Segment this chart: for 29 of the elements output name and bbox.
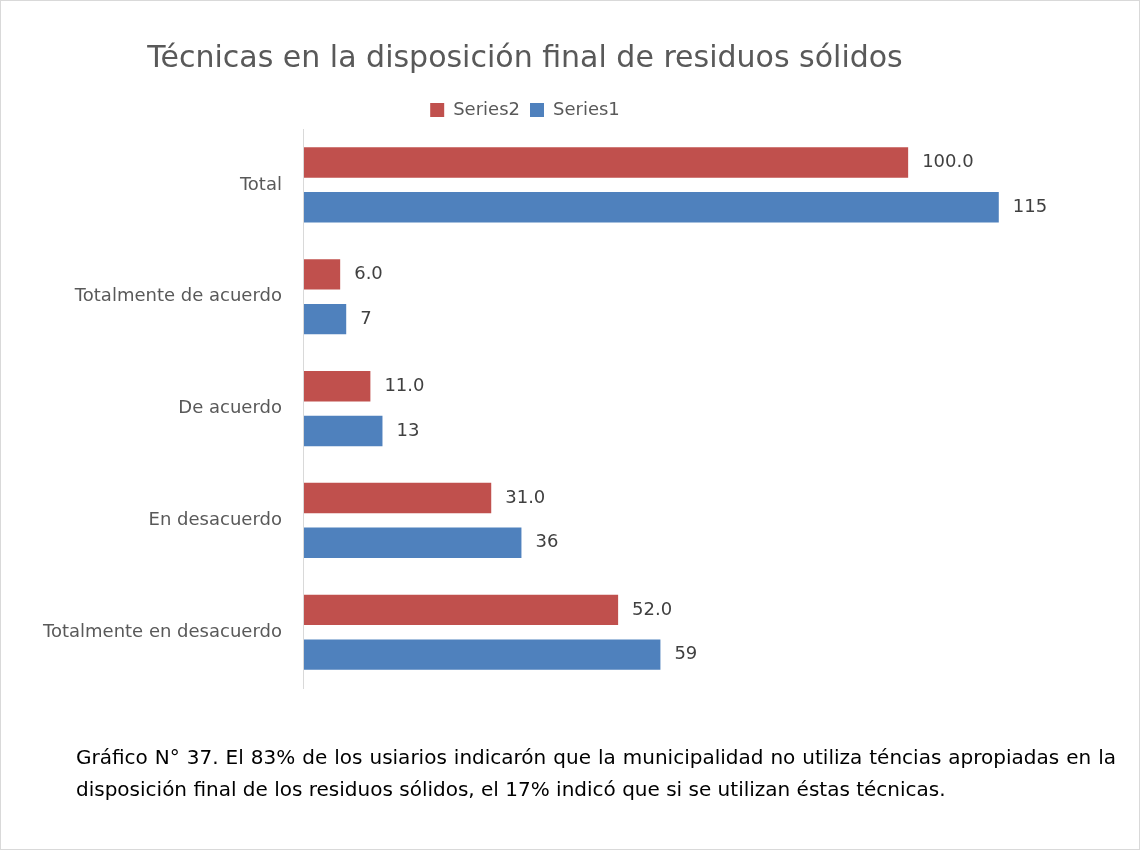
bar (303, 147, 909, 178)
y-tick-label: Totalmente de acuerdo (73, 284, 282, 306)
bar (303, 594, 619, 626)
y-tick-label: Total (238, 172, 282, 194)
bar (303, 639, 661, 670)
data-label: 115 (1012, 194, 1048, 216)
data-label: 31.0 (505, 485, 546, 507)
data-label: 13 (396, 418, 420, 440)
bar (303, 415, 383, 447)
legend-label: Series2 (453, 97, 521, 119)
bar (303, 371, 371, 402)
bar (303, 527, 522, 559)
y-tick-label: En desacuerdo (148, 508, 282, 530)
data-label: 7 (360, 306, 372, 328)
data-label: 52.0 (632, 597, 673, 619)
y-tick-label: Totalmente en desacuerdo (42, 619, 282, 641)
y-tick-label: De acuerdo (178, 396, 282, 418)
data-label: 59 (674, 642, 698, 664)
bar (303, 482, 492, 514)
text: Gráfico N° 37. El 83% de los usiarios indicarón que la municipalidad no utiliza téncias apropiadas en la disposición final de los residuos sólidos, el 17% indicó que si se utilizan éstas técnicas. (76, 744, 1116, 803)
bar (303, 192, 999, 223)
bar (303, 303, 347, 335)
data-label: 100.0 (922, 150, 974, 172)
legend-label: Series1 (553, 97, 620, 119)
data-label: 36 (535, 530, 559, 552)
bar (303, 259, 341, 290)
data-label: 6.0 (354, 262, 383, 284)
chart-title: Técnicas en la disposición final de residuos sólidos (146, 38, 903, 74)
data-label: 11.0 (384, 373, 425, 395)
